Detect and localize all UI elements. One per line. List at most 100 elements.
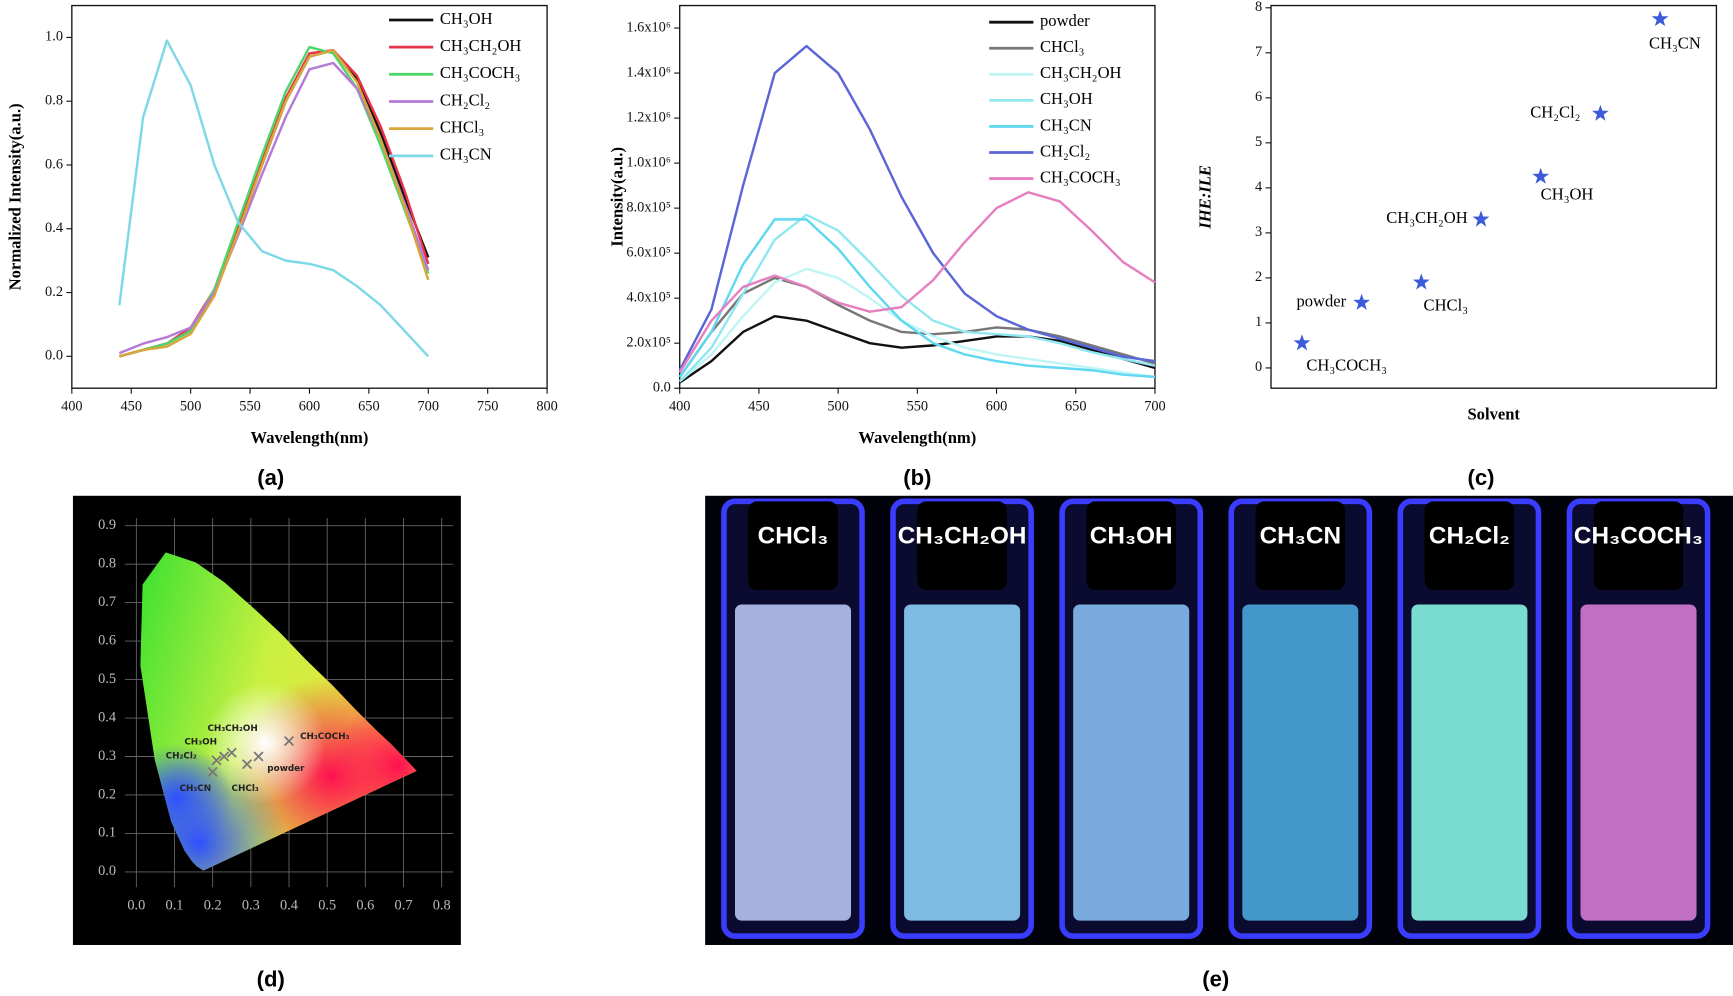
y-tick-label: 0.7 (98, 594, 116, 610)
point-cross (207, 766, 218, 777)
y-tick-label: 0.8 (98, 555, 116, 571)
y-tick-label: 5 (1255, 134, 1262, 150)
point-label: CH₃CH₂OH (207, 724, 257, 734)
y-tick-label: 1 (1255, 314, 1262, 330)
y-tick-label: 0.0 (45, 348, 63, 364)
y-tick-label: 0.9 (98, 517, 116, 533)
legend-label: CHCl₃ (440, 117, 484, 136)
series-line (118, 39, 430, 358)
series-line (119, 49, 430, 358)
point-star (1532, 167, 1550, 184)
point-star (1591, 104, 1609, 121)
x-tick-label: 0.7 (395, 897, 413, 913)
series-line (678, 267, 1156, 383)
point-cross (253, 751, 264, 762)
vial-label: CH₃CN (1260, 522, 1341, 549)
x-tick-label: 450 (120, 398, 142, 414)
x-axis-label: Wavelength(nm) (858, 428, 976, 447)
vial-liquid (1580, 604, 1697, 921)
photo-background (705, 495, 1733, 945)
y-tick-label: 0.5 (98, 671, 116, 687)
y-tick-label: 0.1 (98, 825, 116, 841)
series-line (119, 49, 430, 358)
y-tick-label: 1.0x10⁶ (626, 154, 670, 170)
x-tick-label: 600 (986, 398, 1008, 414)
series-line (679, 314, 1156, 384)
legend-label: CH₃CH₂OH (440, 36, 522, 55)
x-tick-label: 0.2 (204, 897, 222, 913)
vial-liquid (1242, 604, 1359, 921)
vial-cap (917, 501, 1007, 591)
point-star (1472, 210, 1490, 227)
x-tick-label: 0.8 (433, 897, 451, 913)
vial-cap (1086, 501, 1176, 591)
vial-cap (1424, 501, 1515, 591)
y-tick-label: 4.0x10⁵ (626, 289, 670, 305)
y-tick-label: 8 (1255, 0, 1262, 15)
y-tick-label: 2.0x10⁵ (626, 334, 670, 350)
point-cross (283, 736, 295, 747)
x-tick-label: 0.6 (356, 897, 374, 913)
legend-label: CH₃CH₂OH (1040, 63, 1122, 82)
point-label: CH₃CH₂OH (1386, 208, 1468, 227)
point-cross (226, 747, 237, 758)
point-cross (219, 751, 230, 762)
point-label: powder (1296, 291, 1346, 310)
vial-label: CH₃OH (1090, 522, 1173, 549)
vial-cap (1255, 501, 1346, 591)
y-tick-label: 0.0 (653, 379, 671, 395)
y-tick-label: 4 (1255, 179, 1262, 195)
vial-liquid (1073, 604, 1190, 921)
point-label: CH₃CN (1649, 33, 1701, 52)
point-label: powder (267, 764, 305, 774)
y-tick-label: 0.2 (98, 786, 116, 802)
legend-label: CH₃OH (1040, 89, 1093, 108)
vial-cap (1593, 501, 1684, 591)
legend-label: CH₃COCH₃ (1040, 167, 1121, 186)
vial-label: CH₂Cl₂ (1429, 522, 1510, 549)
point-label: CH₃COCH₃ (1306, 355, 1387, 374)
point-cross (241, 759, 253, 770)
y-axis-label: Normalized Intensity(a.u.) (5, 103, 24, 290)
point-label: CH₃CN (180, 784, 212, 794)
point-label: CH₃OH (1541, 184, 1594, 203)
x-axis-label: Solvent (1467, 405, 1520, 424)
x-tick-label: 0.4 (280, 897, 298, 913)
vial-cap (748, 501, 838, 591)
plot-frame (1270, 4, 1718, 389)
point-label: CHCl₃ (232, 784, 259, 794)
series-line (678, 44, 1156, 371)
y-tick-label: 0.2 (45, 284, 63, 300)
y-tick-label: 6 (1255, 89, 1262, 105)
y-tick-label: 0.4 (45, 220, 63, 236)
y-tick-label: 0.0 (98, 863, 116, 879)
x-tick-label: 0.5 (318, 897, 336, 913)
y-tick-label: 0.6 (98, 632, 116, 648)
y-tick-label: 6.0x10⁵ (626, 244, 670, 260)
y-axis-label: IHE:ILE (1196, 165, 1215, 230)
x-tick-label: 700 (1144, 398, 1166, 414)
y-tick-label: 0.4 (98, 709, 116, 725)
y-tick-label: 1.2x10⁶ (626, 109, 670, 125)
series-line (678, 213, 1156, 383)
legend-label: CH₂Cl₂ (1040, 141, 1090, 160)
y-tick-label: 7 (1255, 44, 1262, 60)
legend-label: CHCl₃ (1040, 37, 1084, 56)
x-tick-label: 0.1 (166, 897, 184, 913)
y-tick-label: 8.0x10⁵ (626, 199, 670, 215)
y-tick-label: 1.0 (45, 29, 63, 45)
legend-label: powder (1040, 11, 1090, 30)
y-tick-label: 0.6 (45, 156, 63, 172)
y-tick-label: 3 (1255, 224, 1262, 240)
point-star (1651, 10, 1669, 27)
point-star (1293, 334, 1311, 351)
x-tick-label: 650 (358, 398, 380, 414)
point-label: CH₂Cl₂ (166, 751, 197, 761)
point-cross (211, 755, 222, 766)
vial-label: CHCl₃ (758, 522, 829, 549)
series-line (119, 45, 430, 358)
x-tick-label: 700 (418, 398, 440, 414)
x-tick-label: 600 (299, 398, 321, 414)
x-tick-label: 800 (536, 398, 558, 414)
x-tick-label: 650 (1065, 398, 1087, 414)
